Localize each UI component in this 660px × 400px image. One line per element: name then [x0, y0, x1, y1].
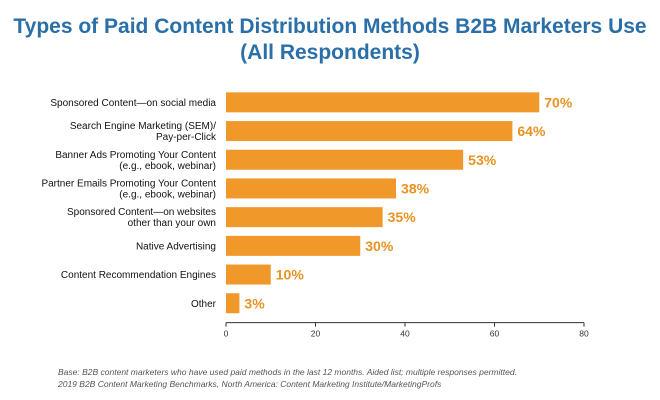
value-label: 53% — [468, 152, 497, 168]
x-tick-label: 0 — [224, 329, 229, 339]
footnote: Base: B2B content marketers who have use… — [58, 366, 517, 390]
x-tick-label: 20 — [311, 329, 321, 339]
category-label: Native Advertising — [136, 241, 216, 252]
bar — [226, 293, 240, 314]
bar — [226, 235, 361, 256]
value-label: 30% — [365, 238, 394, 254]
category-label: Content Recommendation Engines — [61, 270, 216, 281]
chart-title-line-1: Types of Paid Content Distribution Metho… — [13, 15, 647, 38]
category-label: Banner Ads Promoting Your Content (e.g., … — [55, 150, 216, 172]
category-label: Sponsored Content—on websites other than … — [67, 207, 216, 229]
x-tick-label: 60 — [490, 329, 500, 339]
chart-title: Types of Paid Content Distribution Metho… — [0, 14, 660, 66]
value-label: 64% — [517, 123, 546, 139]
footnote-base: Base: B2B content marketers who have use… — [58, 367, 517, 377]
category-label: Partner Emails Promoting Your Content (e.… — [41, 178, 216, 200]
x-tick-label: 80 — [579, 329, 589, 339]
chart-title-line-2: (All Respondents) — [240, 41, 420, 64]
bar — [226, 264, 271, 285]
bar-chart: Sponsored Content—on social media 70% Sear… — [41, 92, 589, 339]
value-label: 10% — [276, 267, 305, 283]
footnote-source: 2019 B2B Content Marketing Benchmarks, N… — [58, 379, 442, 389]
bar — [226, 92, 540, 113]
bar — [226, 178, 397, 199]
value-label: 3% — [244, 295, 265, 311]
x-tick-label: 40 — [400, 329, 410, 339]
value-label: 38% — [401, 180, 430, 196]
bar — [226, 121, 513, 142]
category-label: Sponsored Content—on social media — [50, 98, 216, 109]
bar — [226, 149, 464, 170]
value-label: 35% — [388, 209, 417, 225]
category-label: Other — [191, 299, 217, 310]
bar — [226, 207, 383, 228]
category-label: Search Engine Marketing (SEM)/Pay-per-Cl… — [70, 121, 217, 143]
value-label: 70% — [544, 94, 573, 110]
